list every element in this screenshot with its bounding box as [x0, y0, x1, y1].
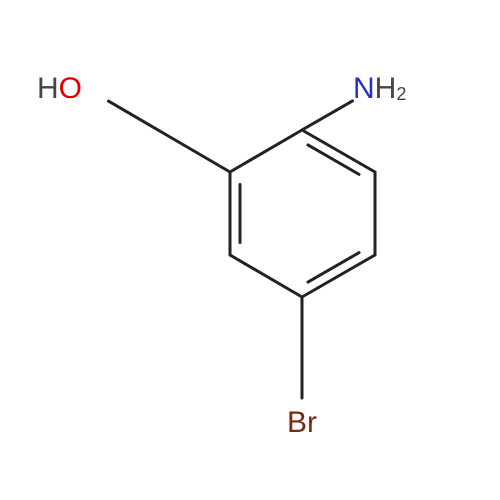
molecule-diagram: HO NH2 Br — [0, 0, 500, 500]
svg-text:NH2: NH2 — [353, 72, 406, 105]
svg-text:HO: HO — [37, 72, 82, 105]
svg-text:Br: Br — [287, 406, 317, 439]
